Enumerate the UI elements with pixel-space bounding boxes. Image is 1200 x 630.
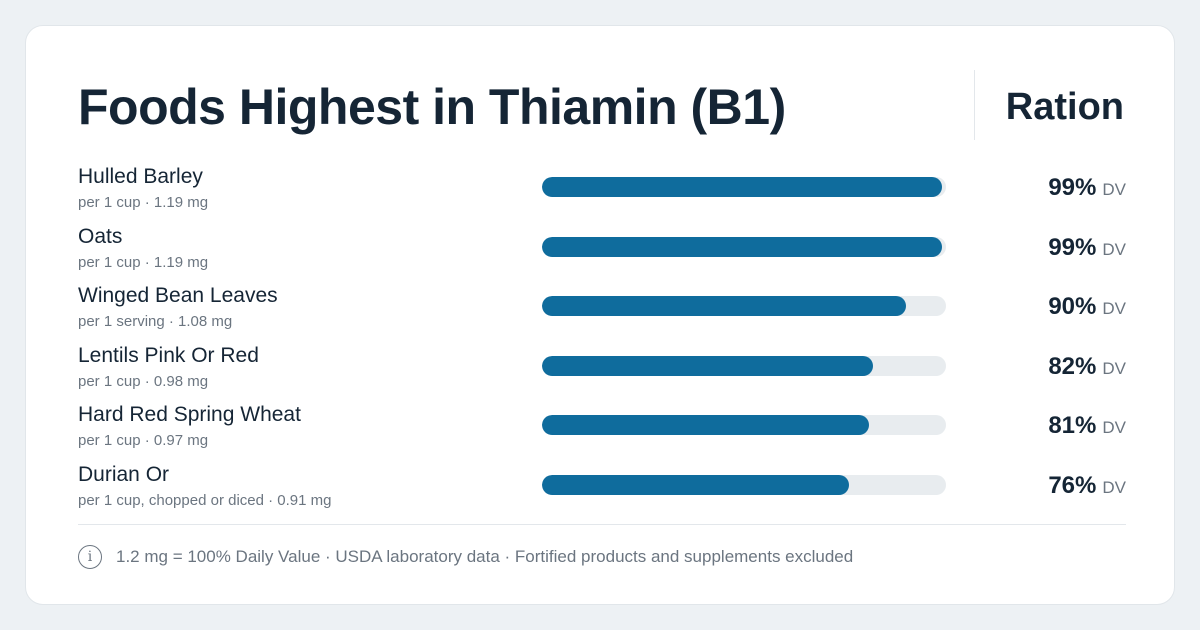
bar-track [542, 296, 946, 317]
footer-divider [78, 524, 1126, 525]
header-divider [974, 70, 975, 140]
food-name: Hard Red Spring Wheat [78, 403, 301, 427]
bar-value-label: 99% DV [1048, 234, 1126, 262]
footer: i 1.2 mg = 100% Daily Value · USDA labor… [78, 545, 853, 569]
percent-value: 90% [1048, 293, 1097, 321]
bar-row: Durian Or per 1 cup, chopped or diced · 0… [78, 461, 1126, 521]
food-serving-detail: per 1 cup · 1.19 mg [78, 194, 209, 211]
bar-row: Hard Red Spring Wheat per 1 cup · 0.97 mg… [78, 401, 1126, 461]
food-serving-detail: per 1 cup · 0.98 mg [78, 372, 209, 390]
food-name: Durian Or [78, 462, 170, 486]
bar-row: Oats per 1 cup · 1.19 mg 99% DV [78, 223, 1126, 283]
bar-fill [542, 296, 906, 317]
percent-value: 82% [1048, 352, 1097, 380]
bar-value-label: 90% DV [1048, 293, 1126, 321]
info-icon: i [78, 545, 102, 569]
percent-value: 99% [1048, 174, 1097, 201]
unit-label: DV [1102, 418, 1126, 438]
unit-label: DV [1102, 299, 1126, 319]
unit-label: DV [1102, 239, 1126, 259]
chart-title: Foods Highest in Thiamin (B1) [78, 79, 786, 135]
bar-track [542, 236, 946, 257]
bar-fill [542, 177, 942, 197]
bar-rows: Hulled Barley per 1 cup · 1.19 mg 99% DV Oat… [78, 163, 1126, 521]
footer-note: 1.2 mg = 100% Daily Value · USDA laborat… [116, 547, 854, 566]
bar-fill [542, 355, 874, 376]
food-name: Lentils Pink Or Red [78, 343, 259, 367]
bar-value-label: 99% DV [1048, 174, 1126, 202]
bar-track [542, 355, 946, 376]
food-name: Oats [78, 224, 123, 248]
bar-track [542, 474, 946, 495]
bar-track [542, 415, 946, 436]
food-name: Winged Bean Leaves [78, 284, 278, 308]
food-serving-detail: per 1 cup, chopped or diced · 0.91 mg [78, 491, 332, 509]
bar-value-label: 76% DV [1048, 472, 1126, 500]
bar-row: Lentils Pink Or Red per 1 cup · 0.98 mg 82… [78, 342, 1126, 402]
percent-value: 99% [1048, 233, 1097, 261]
bar-value-label: 82% DV [1048, 353, 1126, 381]
bar-value-label: 81% DV [1048, 412, 1126, 440]
bar-fill [542, 415, 870, 436]
percent-value: 76% [1048, 471, 1097, 499]
unit-label: DV [1102, 358, 1126, 378]
food-serving-detail: per 1 serving · 1.08 mg [78, 313, 233, 331]
bar-row: Hulled Barley per 1 cup · 1.19 mg 99% DV [78, 163, 1126, 223]
food-name: Hulled Barley [78, 165, 203, 188]
brand-logo: Ration [1005, 86, 1124, 128]
food-serving-detail: per 1 cup · 1.19 mg [78, 253, 209, 271]
bar-row: Winged Bean Leaves per 1 serving · 1.08 m… [78, 282, 1126, 342]
bar-fill [542, 474, 850, 495]
bar-fill [542, 236, 942, 257]
percent-value: 81% [1048, 412, 1097, 440]
food-serving-detail: per 1 cup · 0.97 mg [78, 432, 209, 450]
unit-label: DV [1102, 477, 1126, 497]
unit-label: DV [1102, 180, 1126, 199]
bar-track [542, 177, 946, 197]
chart-card: Foods Highest in Thiamin (B1) Ration Hul… [25, 25, 1175, 605]
